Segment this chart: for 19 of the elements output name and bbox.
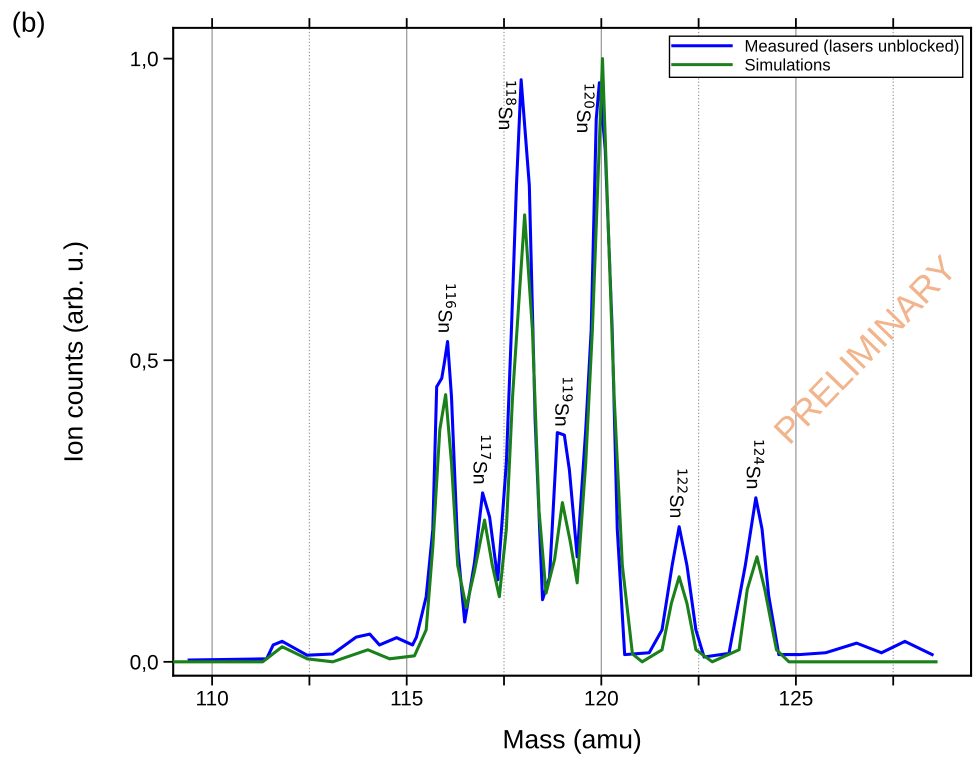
legend-label: Measured (lasers unblocked)	[746, 40, 958, 56]
annotation: $^{119}$Sn	[555, 378, 573, 426]
y-tick-label: 0,0	[130, 654, 158, 672]
x-tick-label: 125	[780, 690, 812, 706]
x-tick-label: 115	[392, 691, 422, 706]
annotation: $^{117}$Sn	[473, 436, 491, 484]
annotation: $^{116}$Sn	[438, 284, 456, 332]
annotation: $^{120}$Sn	[576, 84, 595, 132]
annotation: $^{118}$Sn	[498, 81, 516, 129]
y-tick-label: 0,5	[130, 353, 158, 370]
annotation: $^{124}$Sn	[746, 440, 764, 488]
annotation: $^{122}$Sn	[670, 470, 688, 518]
legend-label: Simulations	[745, 58, 830, 71]
x-tick-label: 110	[197, 690, 228, 706]
x-tick-label: 120	[586, 690, 618, 706]
y-tick-label: 1,0	[131, 52, 158, 69]
y-axis-title: Ion counts (arb. u.)	[63, 242, 88, 460]
x-axis-title: Mass (amu)	[504, 729, 640, 754]
text: (b)	[13, 12, 44, 38]
